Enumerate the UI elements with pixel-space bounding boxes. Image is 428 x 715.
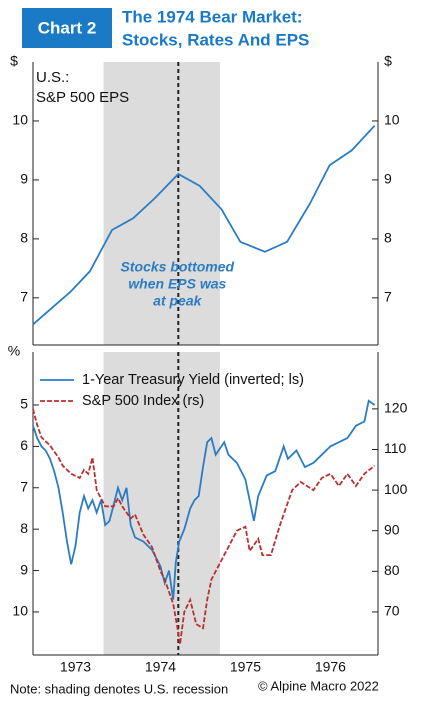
copyright: © Alpine Macro 2022 — [258, 678, 379, 693]
panel-label: S&P 500 EPS — [36, 89, 129, 106]
annotation: when EPS was — [128, 276, 226, 292]
x-tick-label: 1974 — [145, 659, 176, 675]
series-line — [32, 408, 376, 645]
y-unit: % — [8, 343, 20, 359]
y-tick-label: 8 — [20, 230, 28, 246]
y-tick-label: 6 — [20, 437, 28, 453]
recession-shade — [103, 352, 220, 655]
x-tick-label: 1976 — [315, 659, 346, 675]
y2-tick-label: 9 — [384, 171, 392, 187]
y2-unit: $ — [384, 53, 392, 69]
title-line: The 1974 Bear Market: — [122, 7, 302, 26]
legend-label: 1-Year Treasury Yield (inverted; ls) — [82, 372, 304, 388]
series-line — [32, 125, 376, 326]
y-tick-label: 8 — [20, 520, 28, 536]
title-line: Stocks, Rates And EPS — [122, 30, 309, 49]
badge: Chart 2 — [38, 18, 97, 37]
x-tick-label: 1975 — [230, 659, 261, 675]
shading-layer — [103, 62, 220, 655]
y2-tick-label: 100 — [384, 481, 408, 497]
y2-tick-label: 110 — [384, 440, 407, 456]
y2-tick-label: 7 — [384, 289, 392, 305]
y2-tick-label: 10 — [384, 112, 400, 128]
y-tick-label: 7 — [20, 289, 28, 305]
recession-shade — [103, 62, 220, 345]
y-tick-label: 10 — [12, 603, 28, 619]
note: Note: shading denotes U.S. recession — [10, 681, 228, 696]
annotation: at peak — [153, 293, 202, 309]
y2-tick-label: 70 — [384, 603, 400, 619]
y-tick-label: 10 — [12, 112, 28, 128]
badge-box — [22, 8, 112, 48]
y2-tick-label: 8 — [384, 230, 392, 246]
y-tick-label: 5 — [20, 396, 28, 412]
y-unit: $ — [10, 53, 18, 69]
legend-label: S&P 500 Index (rs) — [82, 393, 204, 409]
series-line — [32, 399, 376, 600]
y2-tick-label: 90 — [384, 521, 400, 537]
y-tick-label: 9 — [20, 171, 28, 187]
y-tick-label: 9 — [20, 561, 28, 577]
y2-tick-label: 80 — [384, 562, 400, 578]
panel-label: U.S.: — [36, 69, 69, 86]
x-tick-label: 1973 — [60, 659, 91, 675]
annotation: Stocks bottomed — [121, 259, 235, 275]
y-tick-label: 7 — [20, 478, 28, 494]
y2-tick-label: 120 — [384, 400, 408, 416]
